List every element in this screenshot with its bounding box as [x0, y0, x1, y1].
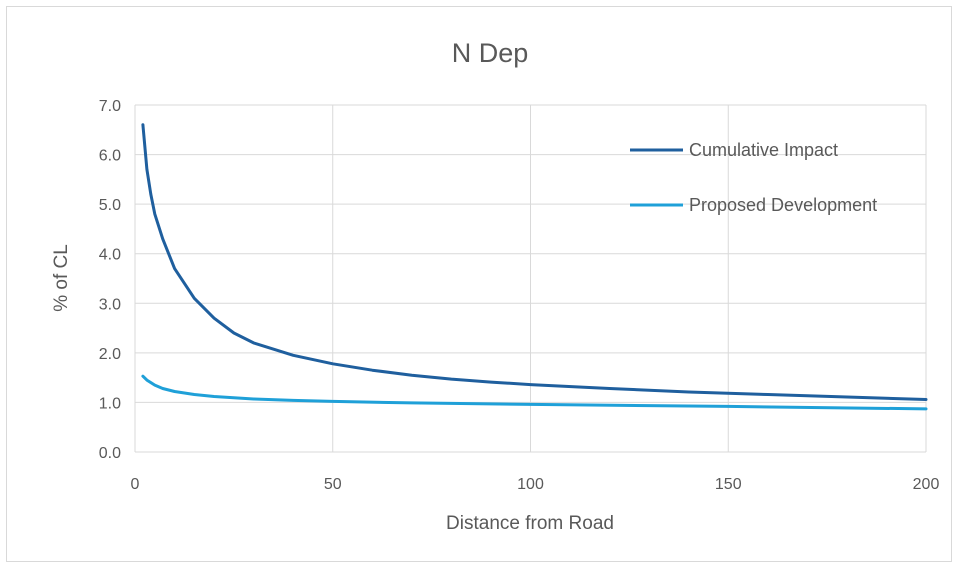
legend-label: Cumulative Impact [689, 140, 838, 160]
legend-label: Proposed Development [689, 195, 877, 215]
y-tick-label: 2.0 [99, 346, 121, 363]
x-tick-label: 50 [324, 476, 342, 493]
y-tick-label: 7.0 [99, 98, 121, 115]
x-tick-label: 100 [517, 476, 544, 493]
y-tick-label: 1.0 [99, 395, 121, 412]
legend: Cumulative Impact Proposed Development [630, 140, 877, 215]
y-tick-labels: 0.0 1.0 2.0 3.0 4.0 5.0 6.0 7.0 [99, 98, 121, 462]
x-tick-label: 0 [131, 476, 140, 493]
x-tick-labels: 0 50 100 150 200 [131, 476, 940, 493]
chart-frame [6, 6, 952, 562]
series-lines [141, 123, 928, 411]
y-tick-label: 6.0 [99, 148, 121, 165]
chart-title: N Dep [452, 38, 529, 68]
y-axis-title: % of CL [51, 244, 72, 312]
series-line-1 [141, 123, 928, 401]
y-tick-label: 5.0 [99, 197, 121, 214]
y-tick-label: 3.0 [99, 296, 121, 313]
gridlines [134, 104, 927, 453]
x-axis-title: Distance from Road [446, 513, 614, 534]
y-tick-label: 4.0 [99, 247, 121, 264]
x-tick-label: 150 [715, 476, 742, 493]
series-line-2 [141, 374, 928, 411]
x-tick-label: 200 [913, 476, 940, 493]
y-tick-label: 0.0 [99, 445, 121, 462]
